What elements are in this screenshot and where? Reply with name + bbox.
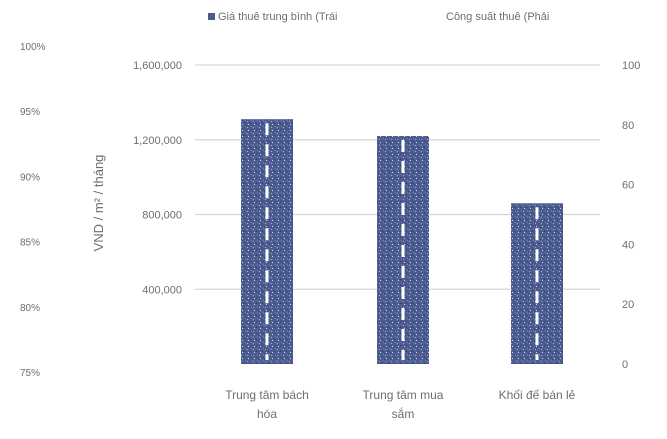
far-left-tick-label: 80% <box>20 303 40 314</box>
category-labels: Trung tâm bách hóa Trung tâm mua sắm Khối đế… <box>225 388 575 421</box>
far-left-axis-ticks: 75% 80% 85% 90% 95% 100% <box>20 42 46 379</box>
left-tick-label: 1,200,000 <box>133 135 182 147</box>
right-tick-label: 0 <box>622 359 628 371</box>
left-tick-label: 400,000 <box>142 284 182 296</box>
bars <box>241 119 563 364</box>
legend-entry-rent: Giá thuê trung bình (Trái <box>218 11 337 23</box>
left-axis-ticks: 400,000 800,000 1,200,000 1,600,000 <box>133 60 182 296</box>
right-tick-label: 60 <box>622 180 634 192</box>
legend: Giá thuê trung bình (Trái Công suất thuê… <box>208 11 549 23</box>
category-label: Trung tâm mua sắm <box>363 388 444 421</box>
category-label: Trung tâm bách hóa <box>225 388 309 421</box>
left-tick-label: 1,600,000 <box>133 60 182 72</box>
far-left-tick-label: 75% <box>20 368 40 379</box>
far-left-tick-label: 100% <box>20 42 46 53</box>
right-tick-label: 100 <box>622 60 640 72</box>
y-axis-title: VND / m² / tháng <box>91 155 106 252</box>
far-left-tick-label: 95% <box>20 107 40 118</box>
far-left-tick-label: 85% <box>20 238 40 249</box>
left-tick-label: 800,000 <box>142 210 182 222</box>
right-tick-label: 40 <box>622 239 634 251</box>
category-label: Khối đế bán lẻ <box>499 388 576 402</box>
far-left-tick-label: 90% <box>20 172 40 183</box>
legend-swatch-rent <box>208 13 215 20</box>
right-axis-ticks: 0 20 40 60 80 100 <box>622 60 640 371</box>
right-tick-label: 20 <box>622 299 634 311</box>
right-tick-label: 80 <box>622 120 634 132</box>
legend-entry-occupancy: Công suất thuê (Phải <box>446 11 549 23</box>
